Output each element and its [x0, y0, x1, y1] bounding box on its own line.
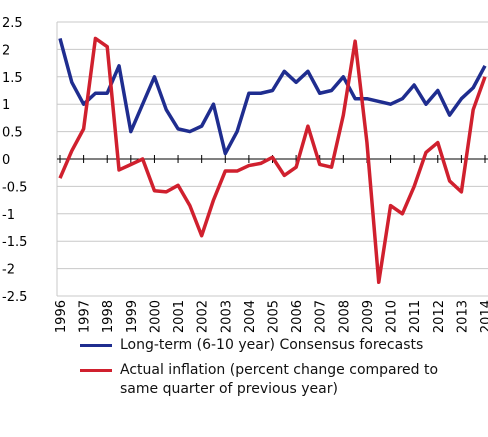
y-tick-label: 1.5 — [2, 71, 23, 86]
x-tick-label: 1998 — [101, 300, 116, 333]
y-tick-label: -1.5 — [2, 235, 27, 250]
x-tick-label: 2006 — [290, 300, 305, 333]
y-tick-label: -1 — [2, 208, 15, 223]
y-tick-label: 2 — [2, 43, 10, 58]
x-tick-label: 2005 — [267, 300, 282, 333]
series-line — [58, 37, 487, 156]
legend-swatch — [80, 344, 112, 347]
x-tick-label: 2002 — [196, 300, 211, 333]
x-tick-label: 2004 — [243, 300, 258, 333]
x-tick-label: 2001 — [172, 300, 187, 333]
x-tick-label: 2014 — [479, 300, 488, 333]
x-tick-label: 2003 — [219, 300, 234, 333]
legend-swatch — [80, 369, 112, 372]
y-tick-label: -0.5 — [2, 180, 27, 195]
x-tick-label: 2012 — [432, 300, 447, 333]
y-tick-label: 2.5 — [2, 16, 23, 31]
x-tick-label: 2007 — [314, 300, 329, 333]
x-tick-label: 2010 — [385, 300, 400, 333]
x-tick-label: 2000 — [148, 300, 163, 333]
x-tick-label: 1997 — [78, 300, 93, 333]
legend-item: Actual inflation (percent change compare… — [80, 361, 480, 399]
x-tick-label: 2008 — [337, 300, 352, 333]
legend: Long-term (6-10 year) Consensus forecast… — [80, 336, 480, 405]
x-tick-label: 1999 — [125, 300, 140, 333]
y-tick-label: 0 — [2, 153, 10, 168]
x-tick-label: 2013 — [455, 300, 470, 333]
x-tick-label: 2011 — [408, 300, 423, 333]
y-tick-label: 1 — [2, 98, 10, 113]
x-tick-label: 1996 — [54, 300, 69, 333]
series-line — [58, 36, 487, 285]
y-tick-label: -2.5 — [2, 290, 27, 305]
legend-label: Actual inflation (percent change compare… — [120, 362, 439, 397]
y-tick-label: -2 — [2, 263, 15, 278]
x-tick-label: 2009 — [361, 300, 376, 333]
legend-label: Long-term (6-10 year) Consensus forecast… — [120, 337, 424, 353]
legend-item: Long-term (6-10 year) Consensus forecast… — [80, 336, 480, 355]
y-tick-label: 0.5 — [2, 126, 23, 141]
